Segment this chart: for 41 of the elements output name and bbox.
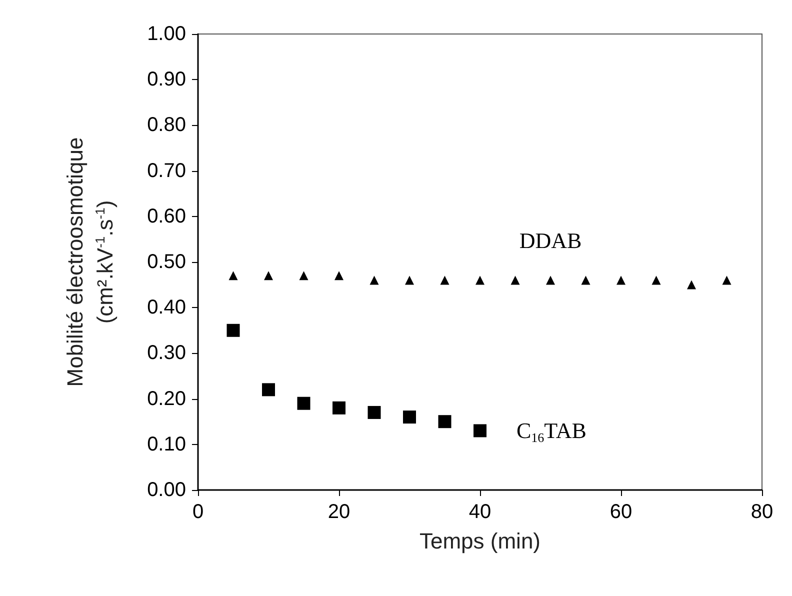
point <box>262 383 275 396</box>
x-tick-label: 0 <box>192 501 204 523</box>
point <box>368 406 381 419</box>
y-tick-label: 0.30 <box>147 342 186 364</box>
point <box>264 271 273 280</box>
point <box>581 276 590 285</box>
x-tick-label: 40 <box>468 501 492 523</box>
y-tick-label: 0.70 <box>147 160 186 182</box>
y-tick-label: 0.10 <box>147 433 186 456</box>
point <box>722 276 732 285</box>
point <box>370 276 379 285</box>
point <box>476 276 484 285</box>
y-tick-label: 1.00 <box>147 23 186 45</box>
x-tick-label: 80 <box>750 501 774 523</box>
point <box>687 280 696 290</box>
point <box>226 324 240 337</box>
y-tick-label: 0.20 <box>147 388 186 410</box>
point <box>616 276 626 285</box>
y-tick-label: 0.60 <box>147 205 186 228</box>
point <box>405 276 414 285</box>
point <box>440 276 450 285</box>
x-tick-label: 60 <box>610 501 632 523</box>
point <box>228 271 238 280</box>
point <box>546 276 555 285</box>
point <box>510 276 520 285</box>
point <box>332 401 346 414</box>
point <box>299 271 308 280</box>
y-tick-label: 0.40 <box>147 296 186 319</box>
y-tick-label: 0.90 <box>147 68 186 91</box>
point <box>334 271 344 280</box>
point <box>438 415 452 428</box>
y-tick-label: 0.00 <box>147 479 186 501</box>
series-label: DDAB <box>519 228 582 254</box>
y-tick-label: 0.80 <box>147 114 186 136</box>
point <box>652 276 661 285</box>
point <box>403 410 416 424</box>
x-tick-label: 20 <box>328 501 350 523</box>
x-axis-title: Temps (min) <box>419 528 541 554</box>
point <box>474 424 486 438</box>
point <box>297 396 310 410</box>
y-tick-label: 0.50 <box>147 251 186 273</box>
